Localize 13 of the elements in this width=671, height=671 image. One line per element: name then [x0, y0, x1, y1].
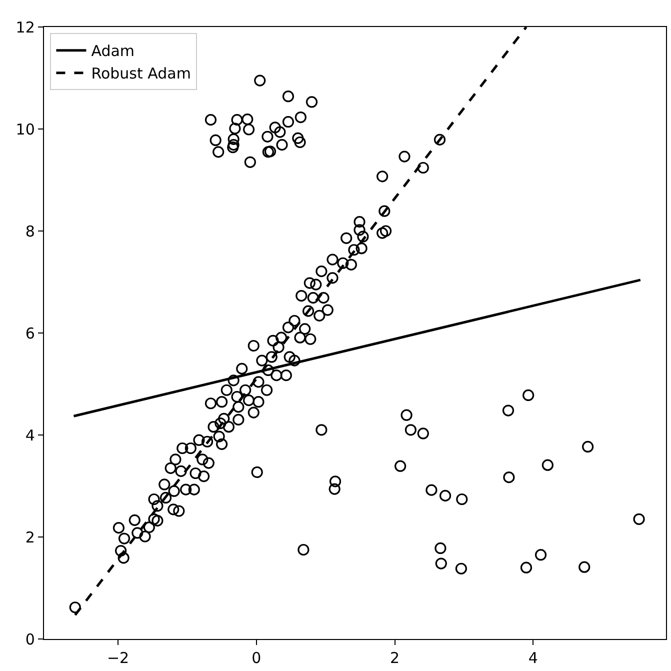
legend-label: Adam [91, 42, 135, 60]
y-tick-label: 0 [25, 630, 35, 648]
x-tick-label: −2 [106, 649, 130, 668]
legend-label: Robust Adam [91, 64, 191, 83]
x-tick-label: 0 [252, 649, 262, 668]
y-tick-label: 8 [25, 222, 35, 240]
x-tick-label: 4 [528, 649, 538, 668]
y-tick-label: 12 [16, 18, 35, 36]
y-tick-label: 6 [25, 324, 35, 342]
y-tick-label: 4 [25, 426, 35, 444]
y-tick-label: 2 [25, 528, 35, 546]
y-tick-label: 10 [16, 120, 35, 138]
x-tick-label: 2 [390, 649, 400, 668]
